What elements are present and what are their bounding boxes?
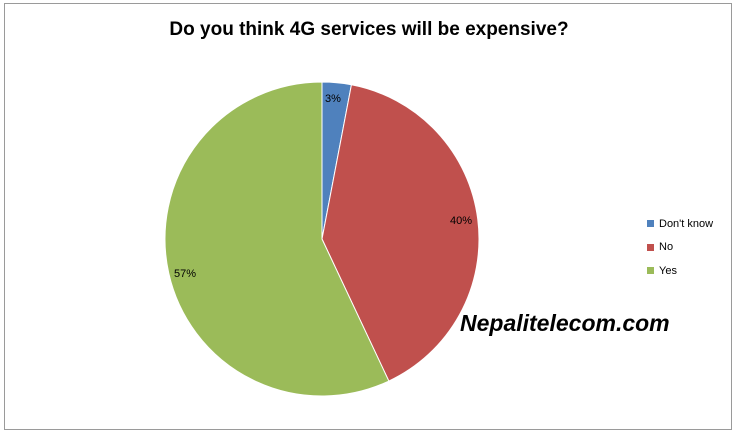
data-label-no: 40%	[450, 215, 472, 227]
legend-swatch-no	[647, 243, 654, 251]
data-label-don-t-know: 3%	[325, 93, 341, 105]
chart-frame: Do you think 4G services will be expensi…	[4, 3, 732, 430]
data-label-yes: 57%	[174, 268, 196, 280]
legend-item-dont-know: Don't know	[647, 212, 713, 236]
legend-swatch-dont-know	[647, 220, 654, 228]
pie-chart: 3% 40% 57%	[164, 81, 480, 397]
pie-slice-yes	[164, 81, 390, 397]
legend-item-no: No	[647, 236, 713, 260]
legend-label-dont-know: Don't know	[659, 217, 714, 230]
chart-legend: Don't know No Yes	[647, 212, 713, 283]
legend-label-no: No	[659, 241, 674, 254]
pie-slice-no	[321, 84, 480, 382]
legend-item-yes: Yes	[647, 259, 713, 283]
watermark-text: Nepalitelecom.com	[460, 310, 670, 336]
chart-title: Do you think 4G services will be expensi…	[169, 19, 569, 40]
legend-swatch-yes	[647, 267, 654, 275]
legend-label-yes: Yes	[659, 264, 677, 277]
